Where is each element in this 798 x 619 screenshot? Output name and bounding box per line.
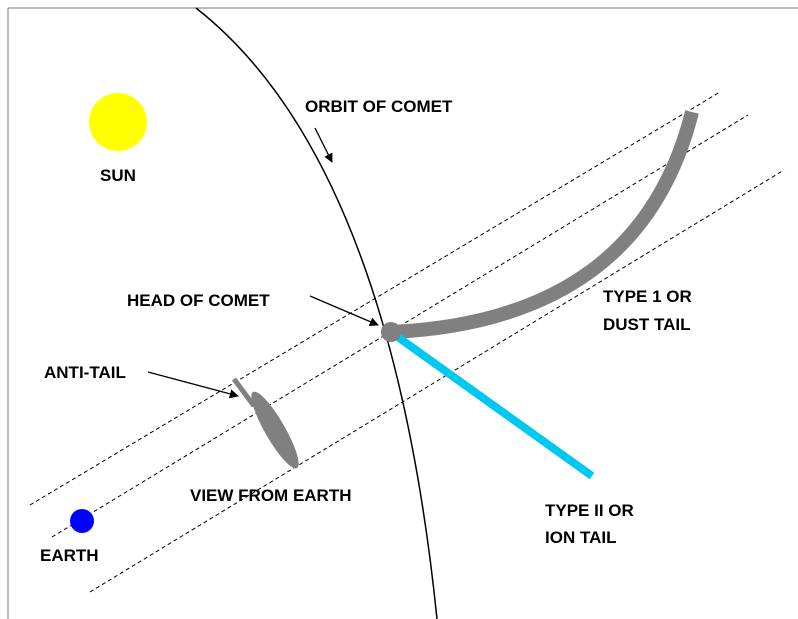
arrow [147, 371, 239, 399]
label: EARTH [40, 546, 99, 565]
label: ANTI-TAIL [44, 363, 126, 382]
comet-head [381, 322, 401, 342]
sight-line [29, 91, 721, 506]
label: VIEW FROM EARTH [190, 486, 352, 505]
label: SUN [100, 166, 136, 185]
pointer-arrows [147, 127, 379, 399]
label: ORBIT OF COMET [305, 97, 453, 116]
label: TYPE II OR [545, 501, 634, 520]
label: HEAD OF COMET [127, 291, 270, 310]
earth [70, 509, 94, 533]
label: DUST TAIL [603, 315, 691, 334]
arrow [314, 127, 333, 163]
anti-tail-spike [231, 377, 257, 408]
label: TYPE 1 OR [603, 287, 692, 306]
sun [89, 93, 147, 151]
orbit [195, 7, 438, 619]
dust-tail [391, 110, 699, 339]
sight-line [89, 169, 785, 593]
arrow [309, 295, 379, 326]
label: ION TAIL [545, 528, 616, 547]
anti-tail-view [251, 391, 299, 469]
ion-tail [392, 331, 595, 480]
